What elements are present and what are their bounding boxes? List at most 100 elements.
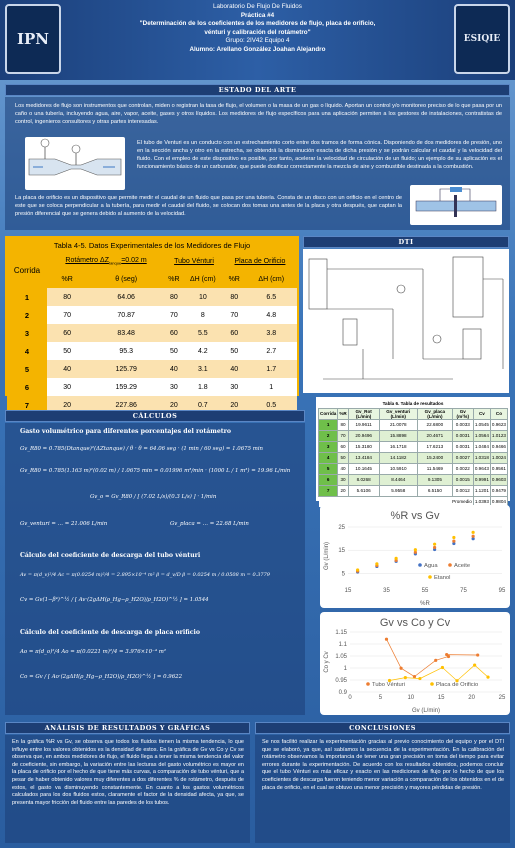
legend-marker	[418, 563, 422, 567]
t2-run-cell: 2	[317, 429, 339, 442]
legend-label: Tubo Vénturi	[372, 682, 405, 688]
t1-value-cell: 50	[222, 342, 246, 360]
t2-value-cell: 8.0268	[347, 473, 380, 486]
data-point	[375, 562, 379, 566]
lab-name: Laboratorio De Flujo De Fluidos	[213, 3, 302, 10]
t1-value-cell: 1.7	[245, 360, 297, 378]
grp-venturi: Tubo Vénturi	[165, 252, 223, 270]
t2-value-cell: 6.5150	[416, 484, 453, 497]
formula-3: Gv_o = Gv_R80 / [ (7.02 L/s)/(0.3 L/s) ]…	[90, 494, 217, 500]
conclusiones-panel	[255, 735, 510, 843]
t2-value-cell: 0.0012	[451, 484, 474, 497]
t1-value-cell: 40	[47, 360, 88, 378]
t2-value-cell: 0.0031	[451, 440, 474, 453]
chart1-svg: %R vs Gv 5 15 25 15 35 55 75 95 %R Gv (L/min) Agua A…	[324, 510, 506, 607]
x-axis-label: Gv (L/min)	[412, 708, 440, 714]
grp-rotametro: Rotámetro ΔZtanque=0.02 m	[47, 252, 166, 270]
table2-row: 3 60 15.3180 16.1718 17.6213 0.0031 1.0484 0.94…	[317, 440, 509, 453]
data-point	[452, 535, 456, 540]
t1-subhead: ΔH (cm)	[182, 270, 223, 288]
t1-value-cell: 80	[47, 288, 88, 306]
chart2-svg: Gv vs Co y Cv 0.9 0.95 1 1.05 1.1 1.15 0 5 10 15 20…	[324, 617, 506, 714]
x-tick-label: 55	[422, 588, 429, 594]
formula-6: Cv = Gv(1−β⁴)^½ / [ Av·(2gΔH(ρ_Hg−ρ_H2O)…	[20, 597, 209, 603]
t2-value-cell: 70	[337, 429, 349, 442]
esiqie-logo: ESIQIE	[454, 4, 510, 74]
data-point	[440, 665, 445, 670]
y-tick-label: 15	[338, 548, 345, 554]
practice-title-2: vénturi y calibración del rotámetro"	[204, 28, 311, 36]
t2-value-cell: 1.0545	[472, 418, 491, 431]
legend-marker	[428, 575, 432, 579]
x-tick-label: 10	[407, 695, 414, 701]
t2-value-cell: 15.2400	[416, 451, 453, 464]
data-point	[486, 675, 490, 679]
formula-4a: Gv_venturi = … = 21.006 L/min	[20, 521, 108, 527]
t1-run-cell: 7	[7, 396, 47, 414]
t1-value-cell: 70	[165, 306, 183, 324]
t1-subhead: %R	[222, 270, 246, 288]
practice-number: Práctica #4	[240, 11, 275, 19]
t1-value-cell: 3.1	[182, 360, 223, 378]
data-point	[433, 542, 437, 546]
table2-row: 5 40 10.1645 10.5910 11.5469 0.0022 0.9643 0.95…	[317, 462, 509, 475]
t1-subhead: θ (seg)	[87, 270, 166, 288]
table1-row: 5 40 125.79 40 3.1 40 1.7	[7, 360, 297, 378]
table2-title: Tabla 6. Tabla de resultados	[318, 399, 508, 408]
dti-diagram	[303, 249, 509, 393]
x-tick-label: 35	[383, 588, 390, 594]
conclusiones-text: Se nos facilitó realizar la experimentac…	[262, 739, 504, 791]
t1-value-cell: 70.87	[87, 306, 166, 324]
t2-value-cell: 0.9479	[489, 484, 509, 497]
experimental-data-table: Tabla 4-5. Datos Experimentales de los M…	[7, 238, 297, 414]
t2-value-cell: 11.5469	[416, 462, 453, 475]
legend-label: Agua	[424, 563, 438, 569]
t1-run-cell: 1	[7, 288, 47, 306]
t2-header: Corrida	[317, 407, 339, 420]
venturi-diagram	[28, 138, 122, 176]
grp-rot-label: Rotámetro ΔZ	[65, 256, 109, 264]
venturi-figure	[25, 137, 125, 190]
data-point	[471, 537, 475, 541]
t2-value-cell: 0.9603	[489, 473, 509, 486]
t2-value-cell: 5.9558	[378, 484, 418, 497]
t1-value-cell: 2.7	[245, 342, 297, 360]
t2-value-cell: 9.1305	[416, 473, 453, 486]
t2-value-cell: 13.4184	[347, 451, 380, 464]
data-point	[418, 676, 422, 681]
t2-value-cell: 19.9611	[347, 418, 380, 431]
x-tick-label: 0	[348, 695, 352, 701]
t2-run-cell: 4	[317, 451, 339, 464]
t1-value-cell: 1.8	[182, 378, 223, 396]
y-axis-label: Gv (L/min)	[324, 542, 330, 570]
t1-run-cell: 3	[7, 324, 47, 342]
t2-value-cell: 1.0024	[489, 451, 509, 464]
x-tick-label: 95	[499, 588, 506, 594]
group-team: Grupo: 2IV42 Equipo 4	[225, 37, 290, 44]
t2-value-cell: 0.9561	[489, 462, 509, 475]
data-point	[434, 658, 438, 662]
t1-value-cell: 50	[47, 342, 88, 360]
t2-value-cell: 14.1182	[378, 451, 418, 464]
table1-row: 7 20 227.86 20 0.7 20 0.5	[7, 396, 297, 414]
t2-value-cell: 0.9643	[472, 462, 491, 475]
t1-run-cell: 2	[7, 306, 47, 324]
y-axis-label: Co y Cv	[324, 651, 330, 672]
t2-value-cell: 21.0078	[378, 418, 418, 431]
x-axis-label: %R	[420, 601, 430, 607]
table2-row: 7 20 5.6106 5.9558 6.5150 0.0012 1.1201 0.9479	[317, 484, 509, 497]
t1-value-cell: 30	[222, 378, 246, 396]
logo-right-text: ESIQIE	[463, 34, 501, 44]
t2-value-cell: 20.9496	[347, 429, 380, 442]
t2-value-cell: 1.0318	[472, 451, 491, 464]
table2-row: 6 30 8.0268 8.4464 9.1305 0.0015 0.9991 0.9603	[317, 473, 509, 486]
legend-label: Etanol	[434, 575, 450, 581]
grp-rot-sub: tanque	[108, 260, 122, 266]
table1-row: 2 70 70.87 70 8 70 4.8	[7, 306, 297, 324]
data-point	[452, 539, 456, 543]
t1-value-cell: 64.06	[87, 288, 166, 306]
t2-value-cell: 0.9623	[489, 418, 509, 431]
y-tick-label: 25	[338, 525, 345, 531]
t2-header: Gv (m³/s)	[451, 407, 474, 420]
t1-value-cell: 40	[222, 360, 246, 378]
